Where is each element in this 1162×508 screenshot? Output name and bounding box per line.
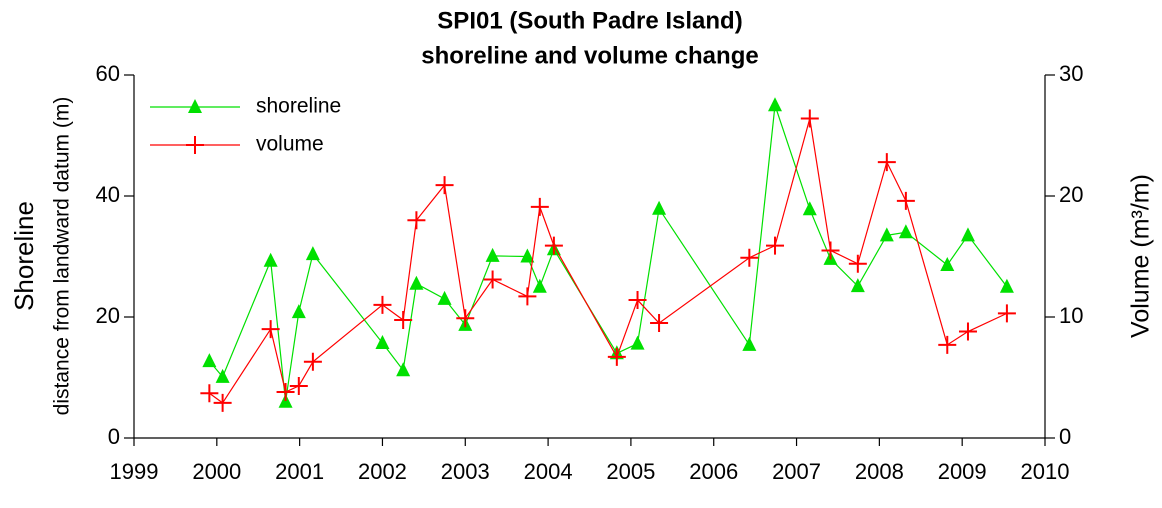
point [435,176,454,195]
point [607,347,626,366]
point [650,314,669,333]
point [202,353,217,368]
point [305,246,320,261]
y2-axis-label: Volume (m³/m) [1127,174,1155,338]
series-line [208,105,1008,402]
point [215,368,230,383]
point [766,236,785,255]
point [483,270,502,289]
point [373,295,392,314]
point [821,241,840,260]
point [802,201,817,216]
point [997,304,1016,323]
x-tick-label: 2001 [275,459,324,484]
point [850,278,865,293]
point [485,247,500,262]
point [960,227,975,242]
point [186,136,204,154]
point [800,109,819,128]
series-line [209,118,1008,404]
y-tick-label: 20 [96,303,120,328]
point [940,256,955,271]
x-tick-label: 2007 [772,459,821,484]
point [520,248,535,263]
point [276,383,295,402]
x-tick-label: 2000 [192,459,241,484]
point [530,197,549,216]
point [999,278,1014,293]
point [200,384,219,403]
point [879,227,894,242]
y2-tick-label: 0 [1059,424,1071,449]
point [898,224,913,239]
point [768,97,783,112]
point [396,362,411,377]
point [848,254,867,273]
point [628,291,647,310]
point [261,320,280,339]
x-tick-label: 2009 [938,459,987,484]
x-tick-label: 2008 [855,459,904,484]
point [896,191,915,210]
point [518,287,537,306]
x-tick-label: 1999 [110,459,159,484]
chart-subtitle: shoreline and volume change [421,42,758,69]
point [303,352,322,371]
point [544,236,563,255]
x-tick-label: 2006 [689,459,738,484]
point [409,275,424,290]
x-tick-label: 2003 [441,459,490,484]
y2-tick-label: 30 [1059,61,1083,86]
point [938,335,957,354]
point [958,322,977,341]
point [263,252,278,267]
point [742,336,757,351]
point [213,393,232,412]
point [394,311,413,330]
point [289,376,308,395]
chart-title: SPI01 (South Padre Island) [437,7,742,34]
y-axis-label: Shoreline [9,201,39,311]
y2-tick-label: 20 [1059,182,1083,207]
point [740,248,759,267]
legend-label: volume [256,133,324,156]
y-axis-sublabel: distance from landward datum (m) [51,97,74,416]
legend-label: shoreline [256,95,341,118]
point [188,99,202,113]
point [291,304,306,319]
point [407,211,426,230]
point [456,309,475,328]
x-tick-label: 2005 [606,459,655,484]
point [630,335,645,350]
y-tick-label: 60 [96,61,120,86]
point [532,278,547,293]
y-tick-label: 40 [96,182,120,207]
point [652,200,667,215]
point [437,290,452,305]
point [877,153,896,172]
y-tick-label: 0 [108,424,120,449]
point [375,335,390,350]
y2-tick-label: 10 [1059,303,1083,328]
x-tick-label: 2010 [1021,459,1070,484]
x-tick-label: 2002 [358,459,407,484]
x-tick-label: 2004 [524,459,573,484]
